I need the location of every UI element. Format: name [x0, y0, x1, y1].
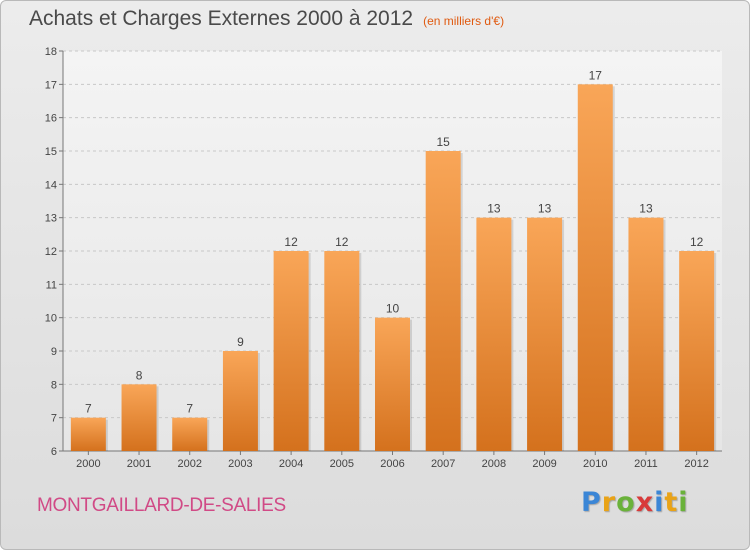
y-tick-label: 13	[45, 213, 57, 225]
x-tick-label: 2006	[380, 458, 404, 470]
bar	[324, 251, 360, 451]
data-label: 15	[437, 135, 451, 149]
bar	[121, 384, 157, 451]
y-tick-label: 14	[45, 179, 57, 191]
x-tick-label: 2001	[127, 458, 151, 470]
x-tick-label: 2005	[330, 458, 354, 470]
bar	[527, 217, 563, 451]
data-label: 13	[487, 202, 501, 216]
bar	[628, 217, 664, 451]
data-label: 17	[589, 68, 603, 82]
y-tick-label: 7	[51, 413, 57, 425]
bar	[222, 351, 258, 451]
y-tick-label: 6	[51, 446, 57, 458]
data-label: 13	[639, 202, 653, 216]
y-tick-label: 17	[45, 79, 57, 91]
y-tick-label: 10	[45, 313, 57, 325]
commune-name: MONTGAILLARD-DE-SALIES	[37, 495, 286, 516]
x-tick-label: 2011	[634, 458, 658, 470]
title-text: Achats et Charges Externes 2000 à 2012	[29, 7, 414, 30]
y-tick-label: 8	[51, 379, 57, 391]
data-label: 13	[538, 202, 552, 216]
data-label: 8	[136, 368, 143, 382]
data-label: 12	[335, 235, 349, 249]
y-tick-label: 18	[45, 46, 57, 58]
bar	[679, 251, 715, 451]
y-tick-label: 9	[51, 346, 57, 358]
x-tick-label: 2000	[76, 458, 100, 470]
data-label: 10	[386, 302, 400, 316]
x-tick-label: 2003	[228, 458, 252, 470]
x-tick-label: 2002	[177, 458, 201, 470]
bar	[577, 84, 613, 451]
x-tick-label: 2004	[279, 458, 303, 470]
data-label: 9	[237, 335, 244, 349]
data-label: 7	[85, 402, 92, 416]
y-tick-label: 15	[45, 146, 57, 158]
bar	[425, 151, 461, 451]
y-tick-label: 11	[46, 279, 57, 291]
data-label: 12	[690, 235, 704, 249]
chart-subtitle: (en milliers d'€)	[423, 14, 505, 28]
bar	[375, 317, 410, 451]
bar	[172, 417, 208, 451]
data-label: 12	[284, 235, 298, 249]
data-label: 7	[186, 402, 193, 416]
chart-title: Achats et Charges Externes 2000 à 2012 (e…	[29, 7, 504, 31]
y-tick-label: 16	[45, 113, 57, 125]
bar	[476, 217, 512, 451]
x-tick-label: 2008	[482, 458, 506, 470]
bar	[273, 251, 309, 451]
proxiti-logo: Proxiti	[581, 487, 689, 518]
bar	[70, 417, 106, 451]
x-tick-label: 2012	[684, 458, 708, 470]
x-tick-label: 2009	[532, 458, 556, 470]
x-tick-label: 2010	[583, 458, 607, 470]
y-tick-label: 12	[45, 246, 57, 258]
x-tick-label: 2007	[431, 458, 455, 470]
